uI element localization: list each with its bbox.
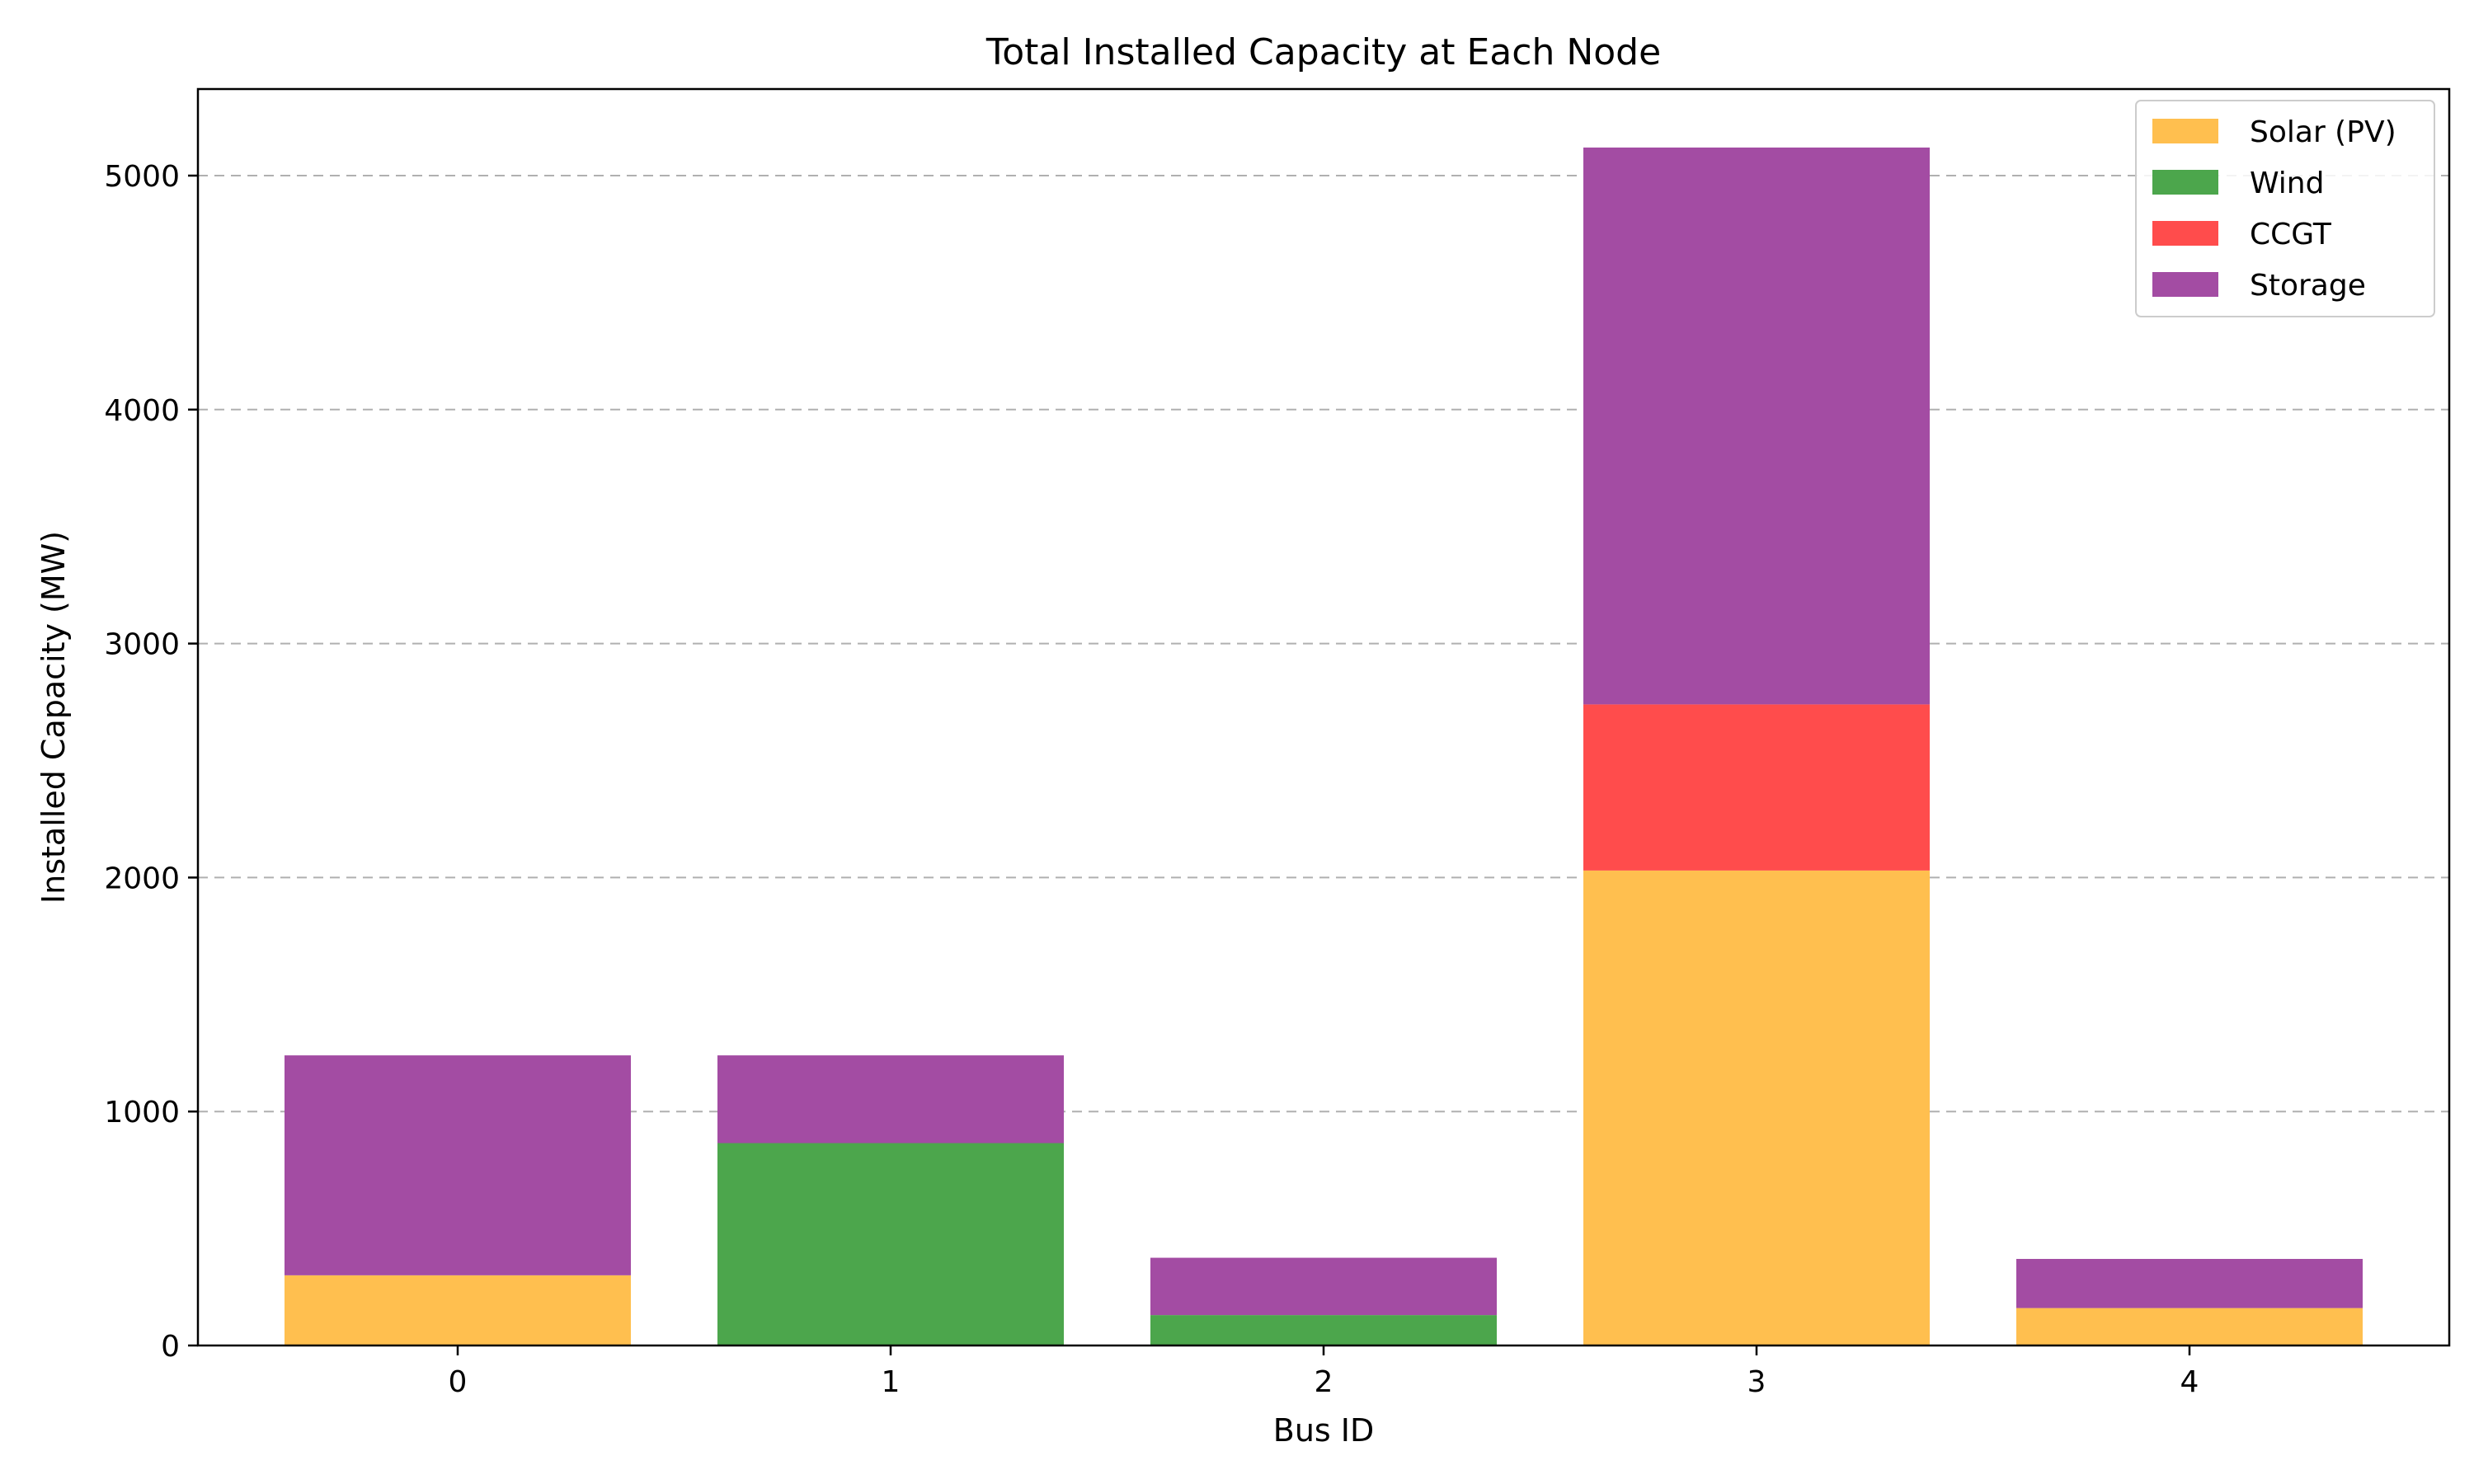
- y-axis-label: Installed Capacity (MW): [35, 531, 72, 904]
- y-tick-label: 2000: [104, 862, 180, 895]
- y-tick-label: 1000: [104, 1096, 180, 1129]
- y-tick-label: 5000: [104, 160, 180, 194]
- legend-box: [2135, 100, 2435, 317]
- legend-label: Storage: [2250, 269, 2366, 303]
- bars: [285, 147, 2363, 1345]
- legend-label: Wind: [2250, 167, 2324, 200]
- x-tick-label: 0: [449, 1365, 468, 1399]
- bar-solar-pv-bus-3: [1583, 870, 1930, 1345]
- bar-storage-bus-3: [1583, 147, 1930, 705]
- bar-storage-bus-1: [717, 1055, 1064, 1144]
- legend-swatch: [2152, 170, 2218, 195]
- x-tick-label: 2: [1315, 1365, 1333, 1399]
- legend: Solar (PV) Wind CCGT Storage: [2135, 100, 2435, 317]
- bar-storage-bus-2: [1150, 1257, 1497, 1316]
- legend-label: Solar (PV): [2250, 115, 2396, 149]
- bar-storage-bus-0: [285, 1055, 631, 1275]
- bar-solar-pv-bus-4: [2016, 1308, 2363, 1345]
- bar-ccgt-bus-3: [1583, 704, 1930, 871]
- x-axis-label: Bus ID: [1273, 1412, 1375, 1449]
- bar-storage-bus-4: [2016, 1258, 2363, 1308]
- x-tick-label: 1: [882, 1365, 901, 1399]
- x-axis-ticks: 0 1 2 3 4: [449, 1345, 2199, 1399]
- y-tick-label: 0: [161, 1330, 180, 1364]
- bar-solar-pv-bus-0: [285, 1275, 631, 1345]
- x-tick-label: 4: [2180, 1365, 2199, 1399]
- legend-swatch: [2152, 272, 2218, 297]
- chart-title: Total Installed Capacity at Each Node: [985, 31, 1661, 73]
- legend-swatch: [2152, 221, 2218, 246]
- y-tick-label: 3000: [104, 628, 180, 662]
- y-tick-label: 4000: [104, 394, 180, 428]
- legend-swatch: [2152, 119, 2218, 143]
- x-tick-label: 3: [1747, 1365, 1766, 1399]
- legend-label: CCGT: [2250, 218, 2332, 251]
- y-axis-ticks: 0 1000 2000 3000 4000 5000: [104, 160, 198, 1364]
- bar-wind-bus-1: [717, 1143, 1064, 1345]
- bar-wind-bus-2: [1150, 1315, 1497, 1345]
